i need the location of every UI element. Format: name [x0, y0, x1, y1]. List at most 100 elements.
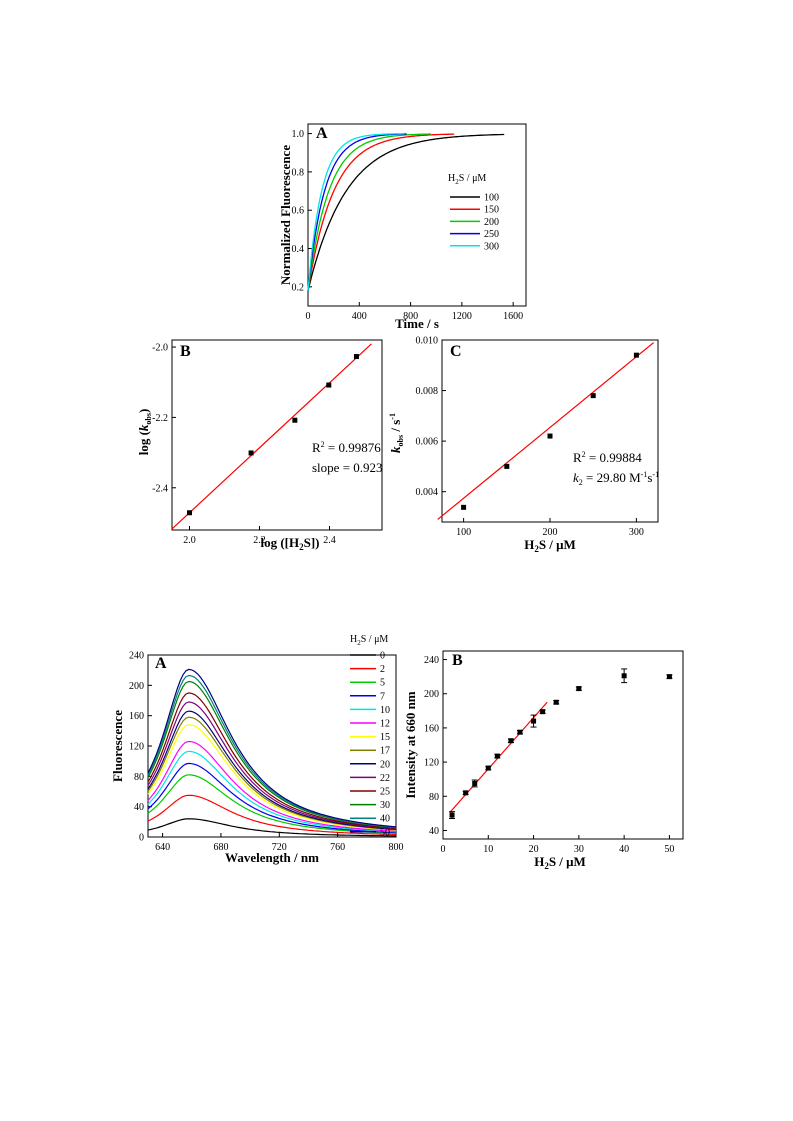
fig1b-x-axis-label: log ([H2S])	[260, 535, 319, 552]
fig2b-y-tick-label: 240	[424, 655, 439, 666]
fig2a-legend-label-2: 2	[380, 664, 385, 675]
fig1c-y-tick-label: 0.004	[416, 487, 439, 498]
fig2b-data-point	[540, 709, 546, 715]
fig2b-data-point	[553, 699, 559, 705]
fig1a-y-axis-label: Normalized Fluorescence	[278, 145, 293, 285]
fig2b-plot: B H2S / μM Intensity at 660 nm 0 10 20 30 40…	[403, 650, 684, 871]
fig1b-x-tick-label: 2.0	[183, 535, 196, 546]
fig2a-series-line-25	[147, 692, 397, 829]
fig1a-y-tick-label: 1.0	[292, 129, 305, 140]
fig2a-series-line-40	[147, 674, 397, 828]
fig1c-y-tick-label: 0.006	[416, 437, 439, 448]
fig2b-fit-line	[449, 701, 548, 813]
fig2a-legend-label-22: 22	[380, 773, 390, 784]
fig1c-data-point	[547, 433, 553, 439]
fig2a-legend-label-40: 40	[380, 814, 390, 825]
fig1c-x-tick-label: 300	[629, 527, 644, 538]
fig2a-y-tick-label: 40	[134, 802, 144, 813]
fig1a-x-tick-label: 400	[352, 311, 367, 322]
fig2b-data-point	[463, 790, 469, 796]
fig2b-x-tick-label: 20	[529, 844, 539, 855]
fig1a-y-tick-label: 0.4	[292, 244, 305, 255]
fig2a-legend-label-0: 0	[380, 651, 385, 662]
fig2a-series-line-17	[147, 716, 397, 831]
fig2a-legend-label-7: 7	[380, 691, 385, 702]
fig2b-data-point	[485, 765, 491, 771]
fig1a-series-line-300	[307, 133, 405, 291]
fig1c-x-tick-label: 200	[543, 527, 558, 538]
fig2a-series-line-50	[147, 668, 397, 828]
fig1a-legend-label-100: 100	[484, 193, 499, 204]
fig2a-y-tick-label: 0	[139, 833, 144, 844]
fig2b-data-point	[517, 729, 523, 735]
fig2b-frame	[442, 650, 684, 840]
fig2b-data-point	[531, 718, 537, 724]
fig1a-series-line-200	[307, 133, 432, 291]
fig1c-k2-annotation: k2 = 29.80 M-1s-1	[573, 470, 659, 487]
fig2b-data-point	[449, 812, 455, 818]
fig2b-data-point	[494, 753, 500, 759]
fig1b-panel-label: B	[180, 343, 191, 360]
fig1b-data-point	[326, 382, 332, 388]
fig1c-data-point	[633, 352, 639, 358]
fig2a-x-axis-label: Wavelength / nm	[225, 850, 319, 865]
fig2b-y-tick-label: 200	[424, 689, 439, 700]
fig2a-y-tick-label: 80	[134, 772, 144, 783]
fig2b-y-tick-label: 120	[424, 758, 439, 769]
fig1a-panel-label: A	[316, 125, 328, 142]
fig2a-legend-label-30: 30	[380, 800, 390, 811]
fig1c-panel-label: C	[450, 343, 462, 360]
fig2a-legend-label-10: 10	[380, 705, 390, 716]
fig1c-x-tick-label: 100	[456, 527, 471, 538]
fig2b-y-tick-label: 160	[424, 723, 439, 734]
fig2a-legend-label-50: 50	[380, 827, 390, 838]
fig1c-frame	[441, 339, 659, 523]
fig2a-plot: A Wavelength / nm Fluorescence 640 680 720…	[110, 634, 404, 865]
fig1c-data-point	[590, 393, 596, 399]
fig1a-y-tick-label: 0.2	[292, 282, 305, 293]
fig2a-series-line-22	[147, 701, 397, 830]
fig1c-data-point	[461, 504, 467, 510]
fig1c-fit-line	[437, 342, 655, 520]
fig1c-y-tick-label: 0.008	[416, 386, 439, 397]
fig2a-x-tick-label: 720	[272, 842, 287, 853]
fig2b-x-tick-label: 40	[619, 844, 629, 855]
fig2a-legend-label-25: 25	[380, 787, 390, 798]
fig2b-y-tick-label: 40	[429, 826, 439, 837]
fig2b-data-point	[576, 686, 582, 692]
fig2a-series-line-30	[147, 680, 397, 829]
fig1c-data-point	[504, 463, 510, 469]
fig1a-legend-label-300: 300	[484, 241, 499, 252]
fig1b-y-axis-label: log (kobs)	[136, 409, 153, 456]
fig1a-y-tick-label: 0.8	[292, 167, 305, 178]
fig1a-x-tick-label: 0	[306, 311, 311, 322]
fig2a-legend-label-15: 15	[380, 732, 390, 743]
fig2b-y-tick-label: 80	[429, 792, 439, 803]
fig2a-y-axis-label: Fluorescence	[110, 710, 125, 782]
fig1b-data-point	[292, 417, 298, 423]
fig2b-x-axis-label: H2S / μM	[534, 854, 586, 871]
fig2a-series-line-5	[147, 774, 397, 834]
fig1c-y-tick-label: 0.010	[416, 336, 439, 347]
fig1a-series-line-100	[307, 133, 505, 291]
fig2a-legend-title: H2S / μM	[350, 634, 388, 647]
fig1a-legend-label-150: 150	[484, 205, 499, 216]
fig2a-legend-label-17: 17	[380, 746, 390, 757]
fig2a-y-tick-label: 240	[129, 651, 144, 662]
fig2a-panel-label: A	[155, 655, 167, 672]
fig2b-data-point	[472, 780, 478, 786]
fig1b-slope-annotation: slope = 0.923	[312, 460, 383, 475]
fig1b-y-tick-label: -2.0	[152, 343, 168, 354]
fig1a-frame	[307, 123, 527, 307]
fig1a-y-tick-label: 0.6	[292, 206, 305, 217]
fig1a-series-line-250	[307, 133, 407, 291]
fig1c-r2-annotation: R2 = 0.99884	[573, 450, 642, 465]
fig1b-data-point	[248, 450, 254, 456]
fig1a-legend-label-200: 200	[484, 217, 499, 228]
fig2a-series-line-10	[147, 750, 397, 833]
fig2a-legend-label-5: 5	[380, 678, 385, 689]
fig1c-x-axis-label: H2S / μM	[524, 537, 576, 554]
fig1a-plot: A Time / s Normalized Fluorescence 0 400 8…	[278, 123, 527, 331]
